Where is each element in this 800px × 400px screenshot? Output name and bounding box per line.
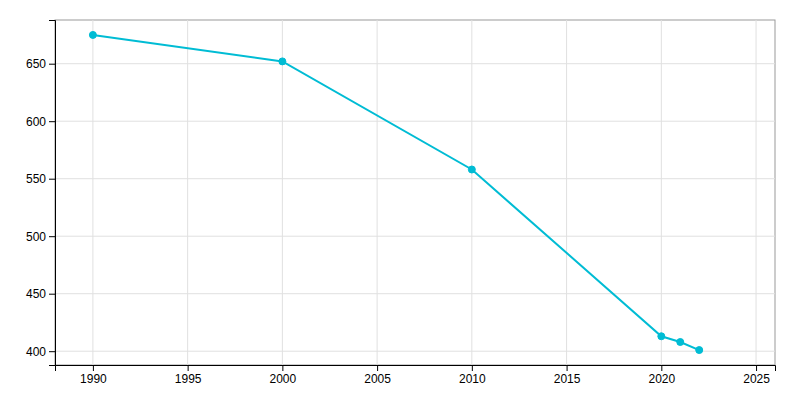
grid-line-y (55, 121, 775, 122)
y-tick-mark (49, 179, 55, 180)
x-tick-mark (567, 365, 568, 371)
grid-line-x (282, 20, 283, 365)
point (468, 166, 475, 173)
x-tick-label: 2020 (648, 372, 675, 386)
y-tick: 400 (26, 345, 55, 359)
x-tick-label: 2015 (554, 372, 581, 386)
point (677, 339, 684, 346)
y-tick-mark (49, 236, 55, 237)
x-tick-mark (93, 365, 94, 371)
x-tick-mark (661, 365, 662, 371)
x-tick-label: 2025 (743, 372, 770, 386)
y-tick-mark (49, 351, 55, 352)
x-axis-line (56, 366, 776, 372)
point (279, 58, 286, 65)
y-tick: 450 (26, 287, 55, 301)
grid (55, 20, 775, 365)
x-tick: 2020 (648, 365, 675, 386)
plot-area: 1990 1995 2000 2005 2010 2015 2020 2025 400 450 50… (26, 20, 776, 386)
grid-line-y (55, 63, 775, 64)
y-tick-mark (49, 294, 55, 295)
x-axis: 1990 1995 2000 2005 2010 2015 2020 2025 (56, 365, 776, 386)
y-tick: 550 (26, 172, 55, 186)
x-tick: 2000 (270, 365, 297, 386)
grid-line-x (661, 20, 662, 365)
y-tick-label: 600 (26, 115, 46, 129)
y-axis-line (49, 21, 56, 366)
y-tick: 650 (26, 57, 55, 71)
grid-line-y (55, 236, 775, 237)
x-tick: 2005 (364, 365, 391, 386)
x-tick: 2010 (459, 365, 486, 386)
x-tick: 2015 (554, 365, 581, 386)
y-axis: 400 450 500 550 600 650 (26, 21, 56, 366)
x-tick-mark (472, 365, 473, 371)
grid-line-y (55, 293, 775, 294)
x-tick: 2025 (743, 365, 770, 386)
grid-line-x (377, 20, 378, 365)
y-tick: 500 (26, 230, 55, 244)
x-tick: 1990 (80, 365, 107, 386)
x-tick-mark (282, 365, 283, 371)
point (658, 333, 665, 340)
grid-line-x (756, 20, 757, 365)
grid-line-y (55, 351, 775, 352)
point (696, 347, 703, 354)
grid-line-x (566, 20, 567, 365)
series (89, 31, 702, 353)
x-tick-label: 2010 (459, 372, 486, 386)
y-tick-mark (49, 121, 55, 122)
x-tick-label: 2005 (364, 372, 391, 386)
y-tick-label: 550 (26, 172, 46, 186)
y-tick-label: 400 (26, 345, 46, 359)
x-tick-mark (188, 365, 189, 371)
line (93, 35, 699, 350)
grid-line-x (471, 20, 472, 365)
point (89, 31, 96, 38)
x-tick-label: 2000 (270, 372, 297, 386)
x-tick-label: 1995 (175, 372, 202, 386)
y-tick-label: 650 (26, 57, 46, 71)
x-tick-mark (756, 365, 757, 371)
y-tick-label: 450 (26, 287, 46, 301)
y-tick-mark (49, 64, 55, 65)
plot-frame (55, 20, 775, 365)
x-tick-label: 1990 (80, 372, 107, 386)
grid-line-y (55, 178, 775, 179)
chart: 1990 1995 2000 2005 2010 2015 2020 2025 400 450 50… (0, 0, 800, 400)
grid-line-x (187, 20, 188, 365)
y-tick-label: 500 (26, 230, 46, 244)
grid-line-x (92, 20, 93, 365)
x-tick: 1995 (175, 365, 202, 386)
x-tick-mark (377, 365, 378, 371)
y-tick: 600 (26, 115, 55, 129)
